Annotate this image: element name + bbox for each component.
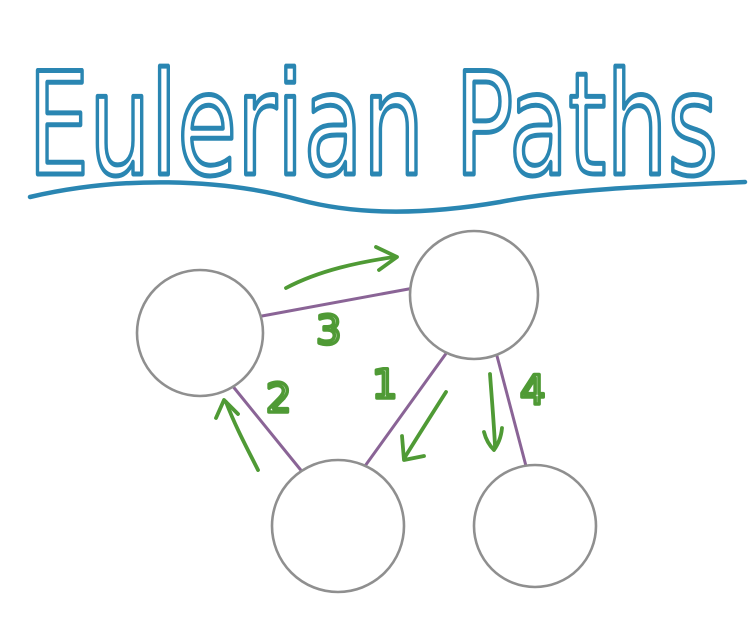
node-b: [408, 229, 540, 361]
edge-4: [495, 354, 528, 468]
arrow-edge-2: [214, 398, 260, 472]
edge-label-3: 3: [316, 308, 341, 354]
edge-label-4: 4: [520, 368, 545, 414]
arrow-edge-1: [400, 390, 448, 462]
arrow-edge-3: [284, 245, 399, 290]
edge-label-2: 2: [266, 376, 291, 422]
node-c: [270, 458, 406, 594]
edge-2: [229, 382, 306, 476]
edge-label-1: 1: [372, 362, 397, 408]
title-underline: [27, 179, 748, 214]
node-d: [472, 463, 598, 589]
edge-3: [260, 286, 416, 318]
arrow-edge-4: [482, 372, 504, 452]
edge-1: [363, 346, 452, 468]
node-a: [135, 268, 265, 398]
